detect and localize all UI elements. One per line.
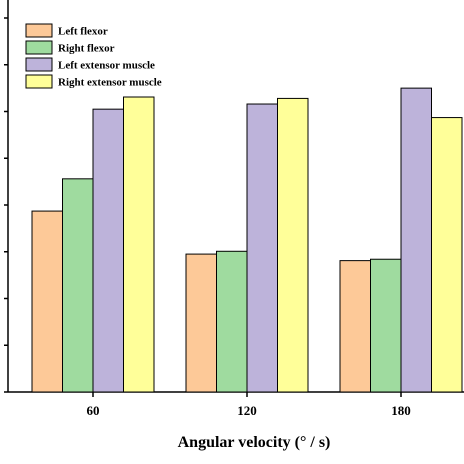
legend: Left flexor Right flexor Left extensor mus… — [25, 23, 162, 89]
legend-label: Right flexor — [58, 43, 115, 55]
legend-label: Left extensor muscle — [58, 60, 155, 72]
x-tick-label-120: 120 — [237, 403, 257, 418]
bar-right-flexor-180 — [370, 258, 402, 393]
legend-swatch — [25, 74, 53, 89]
bar-right-extensor-muscle-180 — [431, 117, 463, 393]
legend-label: Right extensor muscle — [58, 77, 162, 89]
bar-left-flexor-60 — [31, 210, 63, 393]
legend-swatch — [25, 57, 53, 72]
y-axis-ticks — [4, 17, 8, 393]
bars — [31, 87, 463, 393]
bar-right-flexor-60 — [62, 178, 94, 393]
bar-right-extensor-muscle-60 — [123, 96, 155, 393]
bar-left-extensor-muscle-60 — [92, 108, 124, 393]
x-axis-ticks — [92, 392, 402, 397]
bar-left-extensor-muscle-180 — [400, 87, 432, 393]
bar-right-flexor-120 — [216, 250, 248, 393]
bar-left-extensor-muscle-120 — [246, 103, 278, 393]
bar-left-flexor-180 — [339, 260, 371, 393]
bar-left-flexor-120 — [185, 253, 217, 393]
bar-right-extensor-muscle-120 — [277, 97, 309, 393]
legend-swatch — [25, 40, 53, 55]
x-tick-labels: 60 120 180 — [87, 403, 411, 418]
legend-swatch — [25, 23, 53, 38]
x-axis-title: Angular velocity (° / s) — [178, 434, 331, 451]
x-tick-label-180: 180 — [391, 403, 411, 418]
x-tick-label-60: 60 — [87, 403, 100, 418]
legend-label: Left flexor — [58, 26, 108, 38]
